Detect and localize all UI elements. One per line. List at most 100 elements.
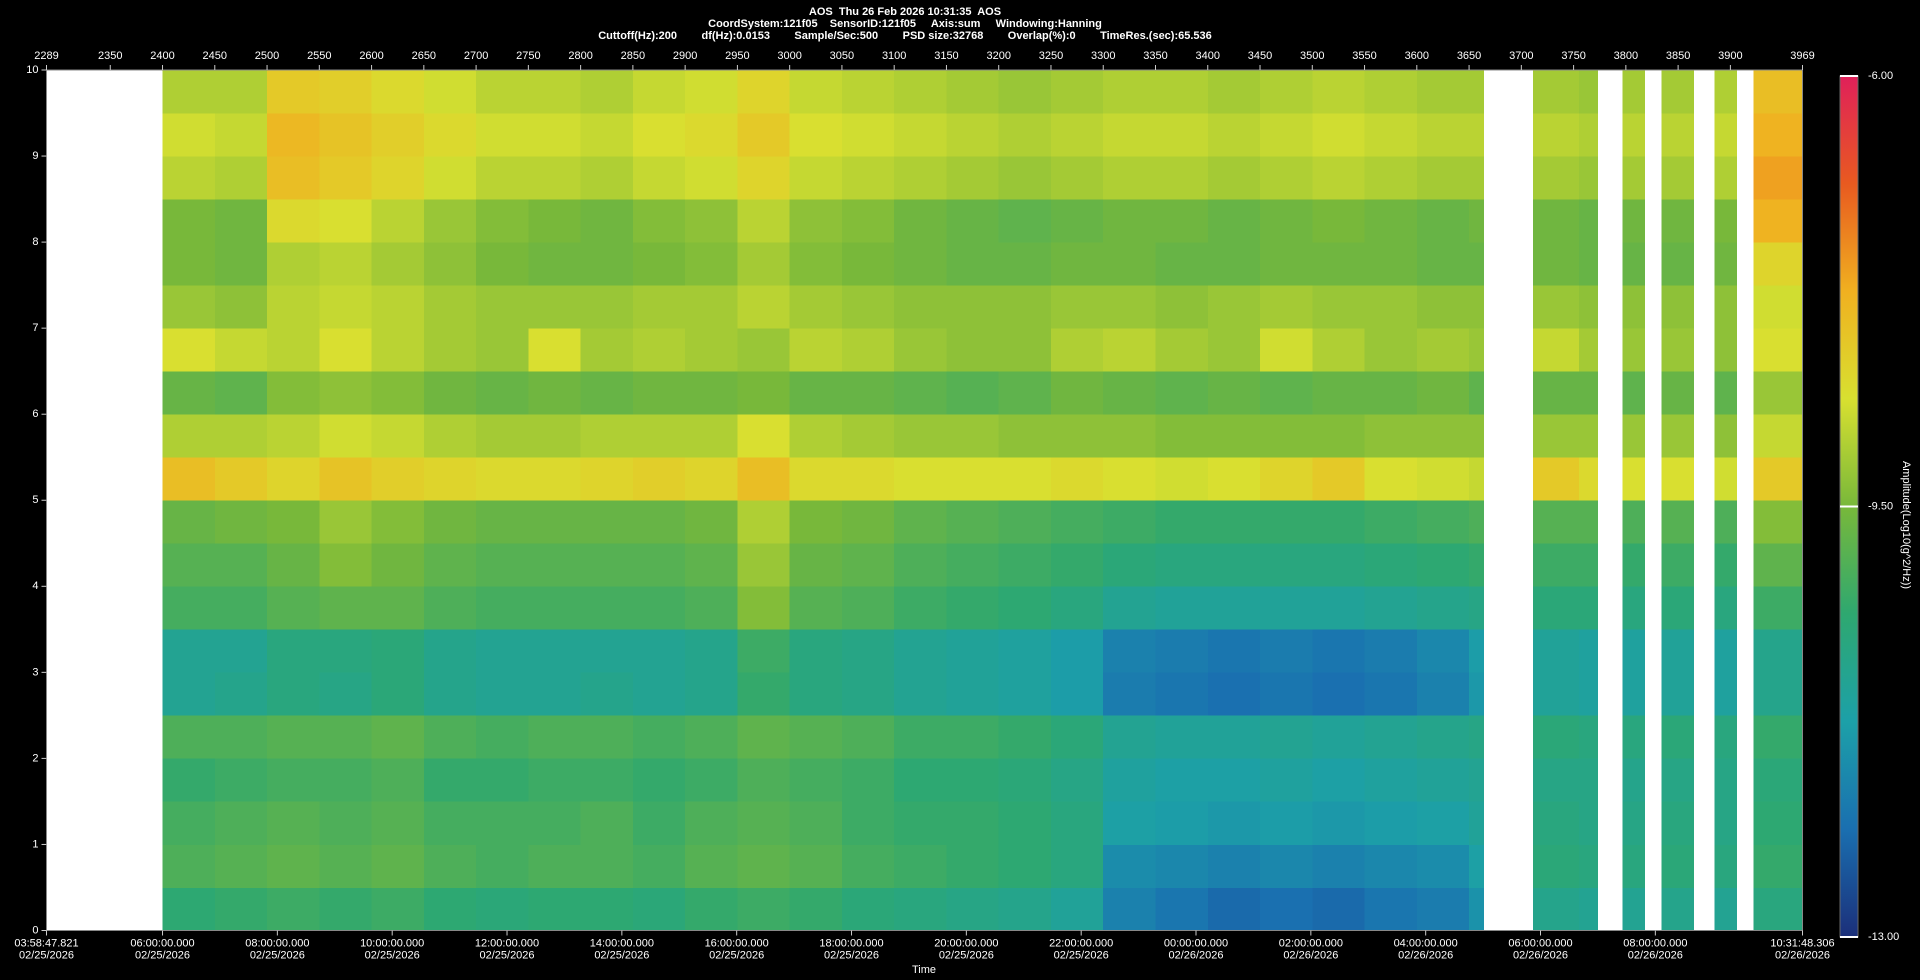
x-tick-label: 3700	[1509, 50, 1533, 62]
x-tick-label: 2500	[255, 50, 279, 62]
heatmap-cell	[894, 457, 947, 501]
heatmap-cell	[1416, 629, 1470, 673]
heatmap-cell	[946, 113, 1000, 157]
heatmap-cell	[1469, 758, 1485, 802]
heatmap-cell	[998, 156, 1052, 200]
heatmap-cell	[371, 328, 425, 372]
heatmap-cell	[580, 844, 634, 888]
heatmap-cell	[1661, 844, 1695, 888]
heatmap-cell	[632, 715, 686, 759]
heatmap-cell	[1312, 715, 1365, 759]
heatmap-cell	[789, 500, 843, 544]
heatmap-cell	[214, 629, 268, 673]
heatmap-cell	[1714, 672, 1737, 716]
heatmap-cell	[1753, 242, 1803, 286]
heatmap-cell	[162, 414, 216, 458]
x-tick-label: 2800	[568, 50, 592, 62]
heatmap-cell	[528, 629, 581, 673]
heatmap-cell	[894, 715, 947, 759]
heatmap-cell	[1416, 844, 1470, 888]
heatmap-cell	[1753, 457, 1803, 501]
heatmap-cell	[841, 543, 895, 587]
heatmap-cell	[214, 758, 268, 802]
time-tick-label: 06:00:00.000	[130, 937, 194, 949]
heatmap-cell	[214, 457, 268, 501]
heatmap-cell	[894, 758, 947, 802]
heatmap-cell	[476, 715, 529, 759]
heatmap-cell	[841, 328, 895, 372]
heatmap-cell	[1532, 672, 1580, 716]
x-tick-label: 2900	[673, 50, 697, 62]
heatmap-cell	[1578, 70, 1598, 114]
x-tick-label: 2950	[725, 50, 749, 62]
heatmap-cell	[685, 328, 738, 372]
heatmap-cell	[1312, 629, 1365, 673]
y-tick-label: 8	[32, 236, 38, 248]
heatmap-cell	[1155, 887, 1209, 931]
x-tick-label: 3450	[1248, 50, 1272, 62]
heatmap-cell	[1714, 285, 1737, 329]
heatmap-cell	[1364, 199, 1418, 243]
heatmap-cell	[1103, 156, 1156, 200]
heatmap-cell	[162, 113, 216, 157]
heatmap-cell	[476, 801, 529, 845]
x-tick-label: 3550	[1352, 50, 1376, 62]
heatmap-cell	[737, 844, 790, 888]
heatmap-cell	[528, 113, 581, 157]
heatmap-cell	[1155, 500, 1209, 544]
heatmap-cell	[1578, 543, 1598, 587]
heatmap-cell	[580, 543, 634, 587]
heatmap-cell	[580, 586, 634, 630]
heatmap-cell	[632, 758, 686, 802]
heatmap-cell	[998, 715, 1052, 759]
heatmap-cell	[946, 285, 1000, 329]
heatmap-cell	[371, 371, 425, 415]
heatmap-cell	[894, 500, 947, 544]
heatmap-cell	[685, 586, 738, 630]
heatmap-cell	[214, 414, 268, 458]
heatmap-cell	[1714, 70, 1737, 114]
heatmap-cell	[1364, 586, 1418, 630]
heatmap-cell	[1364, 500, 1418, 544]
heatmap-cell	[319, 887, 372, 931]
heatmap-cell	[371, 156, 425, 200]
heatmap-cell	[476, 629, 529, 673]
heatmap-cell	[1364, 715, 1418, 759]
heatmap-cell	[1207, 629, 1261, 673]
heatmap-cell	[1364, 113, 1418, 157]
heatmap-cell	[894, 629, 947, 673]
heatmap-cell	[1312, 371, 1365, 415]
heatmap-cell	[1622, 414, 1645, 458]
heatmap-cell	[1753, 113, 1803, 157]
heatmap-cell	[1103, 70, 1156, 114]
heatmap-cell	[737, 500, 790, 544]
heatmap-cell	[214, 586, 268, 630]
time-tick-date: 02/25/2026	[250, 949, 305, 961]
heatmap-cell	[1416, 328, 1470, 372]
heatmap-cell	[1753, 672, 1803, 716]
x-tick-label: 3600	[1405, 50, 1429, 62]
heatmap-cell	[580, 887, 634, 931]
colorbar-tick-label: -9.50	[1868, 500, 1893, 512]
heatmap-cell	[1469, 70, 1485, 114]
heatmap-cell	[1532, 457, 1580, 501]
heatmap-cell	[1103, 586, 1156, 630]
heatmap-cell	[580, 758, 634, 802]
heatmap-cell	[476, 199, 529, 243]
heatmap-cell	[841, 887, 895, 931]
heatmap-cell	[267, 371, 320, 415]
heatmap-cell	[476, 371, 529, 415]
heatmap-cell	[371, 457, 425, 501]
heatmap-cell	[737, 887, 790, 931]
heatmap-cell	[685, 715, 738, 759]
heatmap-cell	[580, 285, 634, 329]
heatmap-cell	[946, 500, 1000, 544]
heatmap-cell	[528, 156, 581, 200]
time-tick-date: 02/25/2026	[135, 949, 190, 961]
heatmap-cell	[319, 500, 372, 544]
heatmap-cell	[1469, 500, 1485, 544]
heatmap-cell	[946, 242, 1000, 286]
heatmap-cell	[1661, 199, 1695, 243]
heatmap-cell	[1103, 242, 1156, 286]
heatmap-cell	[371, 586, 425, 630]
